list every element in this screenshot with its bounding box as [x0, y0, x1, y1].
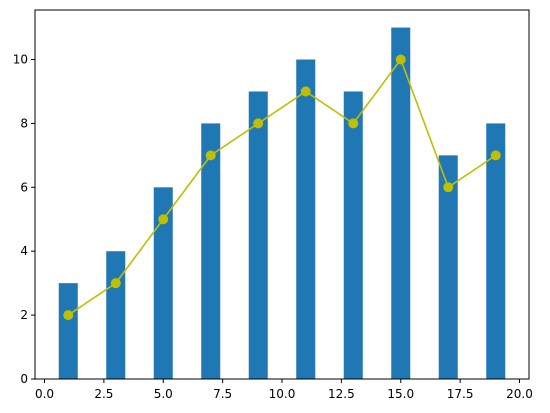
y-tick-label: 0	[20, 372, 28, 386]
line-point	[205, 150, 216, 161]
axes-layer: 0.0 2.5 5.0 7.5 10.0 12.5 15.0 17.5 20.0 0 2 4 6 8 10	[13, 9, 533, 401]
bar	[248, 91, 268, 379]
line-point	[253, 118, 264, 129]
bar	[438, 155, 458, 379]
line-point	[158, 214, 169, 225]
x-tick-label: 7.5	[213, 387, 232, 401]
bar	[106, 251, 126, 379]
bar	[153, 187, 173, 379]
line-point	[490, 150, 501, 161]
x-tick-label: 20.0	[506, 387, 533, 401]
x-tick-label: 12.5	[328, 387, 355, 401]
y-tick-label: 4	[20, 244, 28, 258]
line-point	[63, 310, 74, 321]
line-point	[395, 54, 406, 65]
x-tick-label: 2.5	[94, 387, 113, 401]
y-tick-label: 10	[13, 53, 28, 67]
bar	[58, 283, 78, 379]
line-layer	[63, 54, 501, 321]
y-tick-label: 6	[20, 180, 28, 194]
bar	[343, 91, 363, 379]
series-line	[67, 57, 497, 316]
bar	[391, 27, 411, 379]
y-tick-label: 2	[20, 308, 28, 322]
x-tick-label: 5.0	[154, 387, 173, 401]
x-tick-label: 0.0	[35, 387, 54, 401]
x-tick-label: 10.0	[269, 387, 296, 401]
bar	[296, 59, 316, 380]
line-point	[110, 278, 121, 289]
bar	[201, 123, 221, 379]
x-tick-label: 15.0	[387, 387, 414, 401]
bar	[486, 123, 506, 379]
y-tick-label: 8	[20, 116, 28, 130]
x-tick-label: 17.5	[447, 387, 474, 401]
line-point	[348, 118, 359, 129]
line-point	[443, 182, 454, 193]
line-point	[300, 86, 311, 97]
bars-layer	[58, 27, 506, 380]
